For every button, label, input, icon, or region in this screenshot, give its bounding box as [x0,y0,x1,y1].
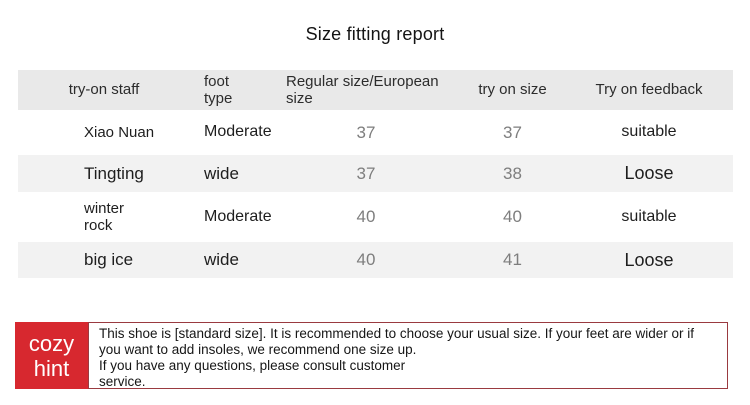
header-label: try-on staff [68,81,140,99]
cell-feedback: Loose [624,249,674,270]
cell-try-on-size: 38 [503,163,522,183]
cell-staff: Tingting [84,163,144,183]
cell-regular-size: 40 [356,250,376,270]
cell-staff: Xiao Nuan [84,123,155,141]
cell-try-on-size: 37 [503,122,522,142]
table-row: Xiao Nuan Moderate 37 37 suitable [18,110,733,155]
header-foot-type: foot type [190,73,272,108]
cell-try-on-size: 40 [503,207,522,227]
table-row: Tingting wide 37 38 Loose [18,155,733,192]
hint-paragraph: This shoe is [standard size]. It is reco… [99,326,695,357]
cell-foot-type: Moderate [204,207,272,225]
hint-paragraph: If you have any questions, please consul… [99,358,406,389]
cell-feedback: suitable [621,123,677,141]
cell-foot-type: wide [204,250,239,270]
header-label: Regular size/European size [286,72,439,107]
header-label: foot type [204,72,233,107]
table-header-row: try-on staff foot type Regular size/Euro… [18,70,733,110]
header-try-on-staff: try-on staff [18,81,190,98]
fitting-table: try-on staff foot type Regular size/Euro… [18,70,733,278]
cell-regular-size: 40 [356,207,376,227]
header-label: try on size [478,81,547,99]
cell-feedback: suitable [621,207,677,225]
cell-regular-size: 37 [356,122,376,142]
cell-foot-type: Moderate [204,123,272,141]
header-try-on-feedback: Try on feedback [565,81,733,98]
page-title: Size fitting report [305,24,445,44]
cell-staff: winter rock [84,199,125,234]
table-row: winter rock Moderate 40 40 suitable [18,192,733,242]
cell-try-on-size: 41 [503,250,522,270]
header-regular-size: Regular size/European size [272,73,460,108]
cell-staff: big ice [84,250,134,270]
cell-foot-type: wide [204,163,239,183]
cozy-hint-text-box: This shoe is [standard size]. It is reco… [88,322,728,389]
cell-feedback: Loose [624,163,674,184]
header-try-on-size: try on size [460,81,565,98]
cozy-hint-label: cozy hint [15,322,88,389]
header-label: Try on feedback [595,81,703,99]
table-row: big ice wide 40 41 Loose [18,242,733,278]
cozy-hint-label-text: cozy hint [28,330,75,381]
cell-regular-size: 37 [356,163,376,183]
